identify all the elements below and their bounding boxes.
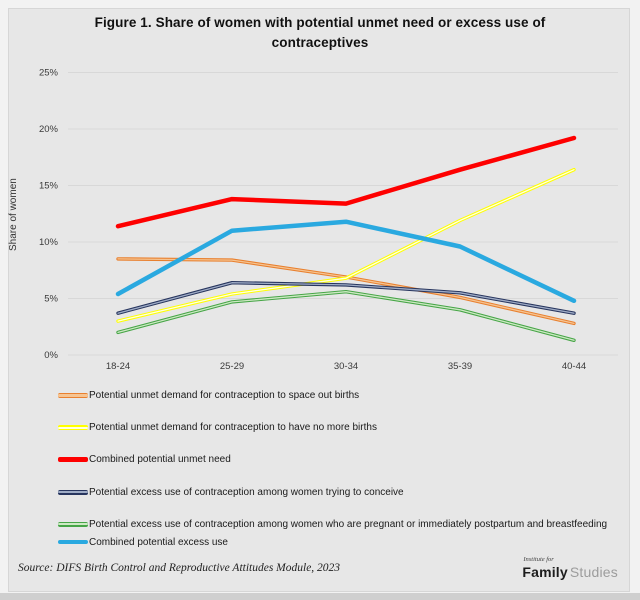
x-tick-label: 40-44 — [562, 361, 586, 372]
legend-label-2: Combined potential unmet need — [89, 454, 231, 466]
chart-card — [8, 8, 630, 592]
y-tick-label: 20% — [39, 124, 59, 135]
chart-legend: Potential unmet demand for contraception… — [58, 389, 622, 568]
y-tick-label: 10% — [39, 237, 59, 248]
line-chart-plot-area: 0% 5% 10% 15% 20% 25% 18-24 25-29 30-34 35-39 40-4… — [39, 68, 618, 372]
legend-swatch-2 — [58, 457, 88, 462]
source-note: Source: DIFS Birth Control and Reproduct… — [18, 562, 341, 574]
ifs-logo-institute-for: Institute for — [523, 556, 554, 563]
legend-item-2: Combined potential unmet need — [58, 453, 622, 466]
legend-label-0: Potential unmet demand for contraception… — [89, 390, 360, 401]
x-tick-label: 30-34 — [334, 361, 358, 372]
legend-swatch-inner — [58, 523, 88, 526]
legend-swatch-inner — [58, 426, 88, 429]
legend-item-0: Potential unmet demand for contraception… — [58, 389, 622, 402]
series-line-inner-3 — [117, 282, 575, 314]
x-tick-label: 18-24 — [106, 361, 130, 372]
legend-swatch-1 — [58, 425, 88, 431]
legend-swatch-5 — [58, 539, 88, 545]
legend-label-1: Potential unmet demand for contraception… — [89, 422, 377, 434]
legend-label-5: Combined potential excess use — [89, 536, 228, 548]
legend-item-1: Potential unmet demand for contraception… — [58, 421, 622, 434]
legend-item-4: Potential excess use of contraception am… — [58, 518, 622, 531]
ifs-logo-family: Family — [522, 564, 568, 580]
legend-swatch-inner — [58, 490, 88, 494]
series-line-inner-1 — [117, 169, 575, 322]
legend-swatch-3 — [58, 489, 88, 495]
ifs-logo: Institute for Family Studies — [522, 556, 618, 580]
legend-swatch-0 — [58, 393, 88, 398]
x-tick-label: 35-39 — [448, 361, 472, 372]
ifs-logo-brand: Family Studies — [522, 564, 618, 580]
legend-item-3: Potential excess use of contraception am… — [58, 486, 622, 499]
legend-label-3: Potential excess use of contraception am… — [89, 486, 404, 498]
legend-label-4: Potential excess use of contraception am… — [89, 518, 608, 530]
bottom-strip — [0, 593, 640, 600]
series-line-2 — [115, 135, 577, 229]
x-tick-label: 25-29 — [220, 361, 244, 372]
y-tick-label: 0% — [44, 350, 58, 361]
legend-swatch-4 — [58, 521, 88, 527]
series-line-5 — [115, 219, 577, 304]
legend-item-5: Combined potential excess use — [58, 536, 622, 549]
y-tick-label: 25% — [39, 68, 59, 79]
chart-title: Figure 1. Share of women with potential … — [94, 15, 546, 51]
ifs-logo-studies: Studies — [569, 564, 618, 580]
series-line-inner-4 — [117, 291, 575, 341]
legend-swatch-inner — [58, 394, 88, 397]
y-tick-label: 5% — [44, 294, 58, 305]
y-tick-label: 15% — [39, 181, 59, 192]
